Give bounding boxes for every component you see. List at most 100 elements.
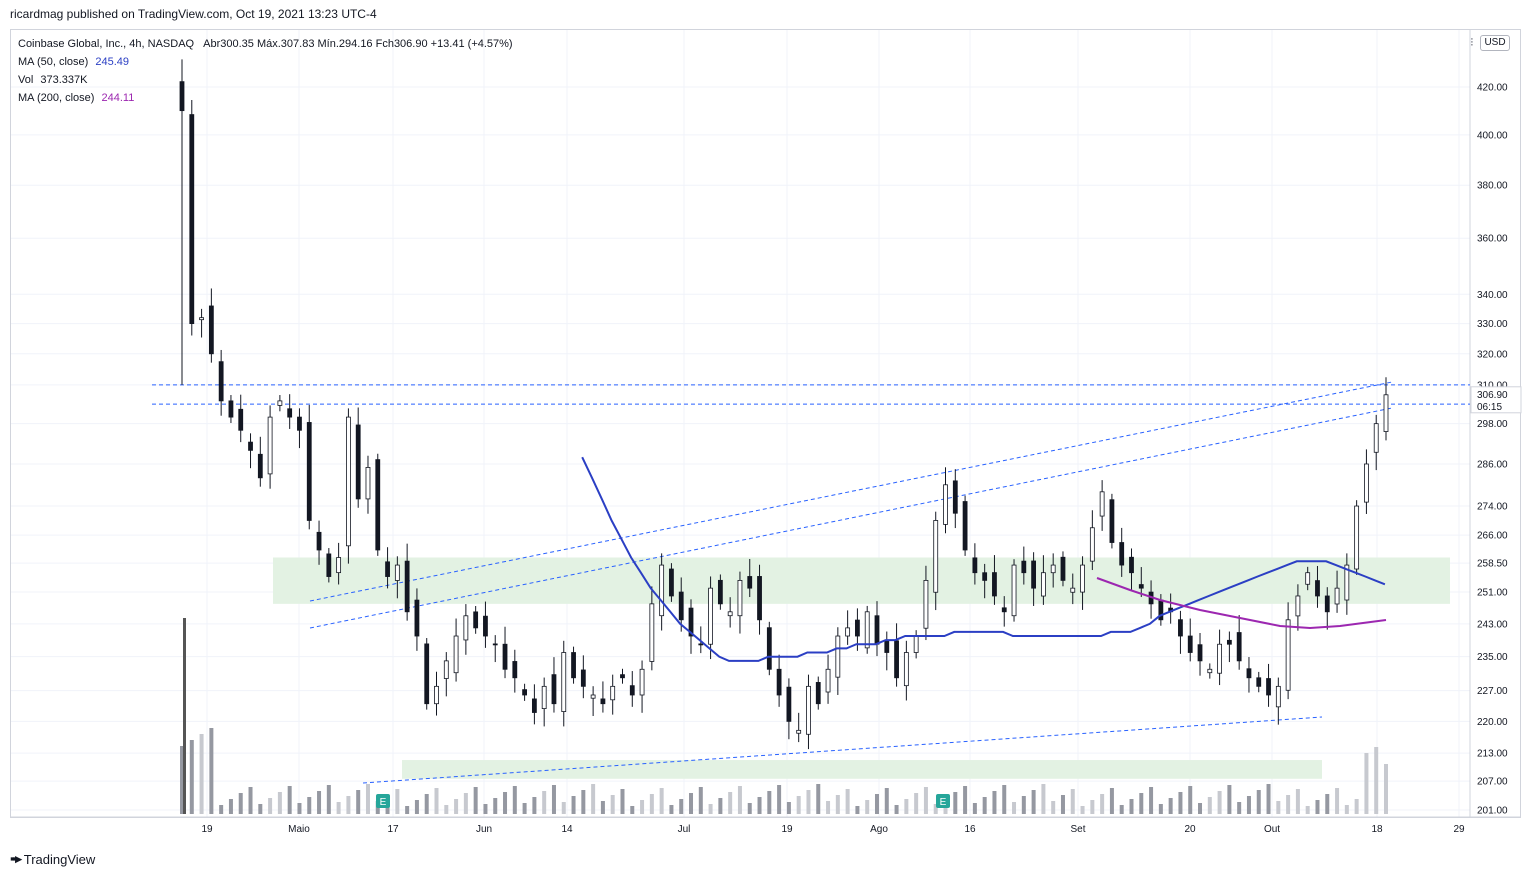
candle-body xyxy=(1099,491,1105,517)
volume-bar xyxy=(1256,790,1261,814)
candle-body xyxy=(453,635,459,674)
candle-body xyxy=(864,611,870,649)
legend-vol-row[interactable]: Vol 373.337K xyxy=(18,71,513,89)
volume-bar xyxy=(718,798,723,814)
candle-body xyxy=(492,643,498,646)
legend-vol-label: Vol xyxy=(18,74,34,86)
volume-bar xyxy=(1374,747,1379,814)
volume-bar xyxy=(620,789,625,814)
candle-body xyxy=(541,685,547,709)
volume-bar xyxy=(424,794,429,814)
candle-body xyxy=(1178,619,1183,637)
volume-bar xyxy=(728,792,733,814)
volume-bar xyxy=(816,784,821,814)
x-tick-label: 17 xyxy=(387,824,399,835)
last-price-label: 306.90 xyxy=(1477,390,1508,401)
candle-body xyxy=(708,587,713,645)
x-tick-label: 18 xyxy=(1371,824,1383,835)
volume-bar xyxy=(1217,791,1222,814)
candle-body xyxy=(962,501,968,551)
candle-body xyxy=(825,668,831,693)
candle-body xyxy=(982,572,988,581)
candle-body xyxy=(424,643,430,705)
candle-body xyxy=(874,615,880,645)
earnings-marker-label: E xyxy=(940,797,947,808)
volume-bar xyxy=(542,791,547,814)
legend-ma50-row[interactable]: MA (50, close) 245.49 xyxy=(18,53,513,71)
x-tick-label: 20 xyxy=(1184,824,1196,835)
last-price-box xyxy=(1470,386,1522,414)
volume-bar xyxy=(189,740,194,814)
tradingview-brand[interactable]: ▪▪▸ TradingView xyxy=(10,851,95,867)
x-tick-label: 19 xyxy=(201,824,213,835)
volume-bar xyxy=(1002,785,1007,814)
candle-body xyxy=(473,611,479,629)
candle-body xyxy=(835,635,841,678)
volume-bar xyxy=(571,796,576,814)
support-zone xyxy=(273,557,1450,604)
volume-bar xyxy=(1139,793,1144,814)
volume-bar xyxy=(767,791,772,814)
volume-bar xyxy=(796,796,801,814)
volume-bar xyxy=(1129,799,1134,814)
candle-body xyxy=(1373,423,1379,453)
volume-bar xyxy=(483,804,488,814)
candle-body xyxy=(766,627,772,670)
candle-body xyxy=(346,416,351,547)
candle-body xyxy=(747,576,753,589)
candle-body xyxy=(992,572,997,597)
x-tick-label: 14 xyxy=(561,824,573,835)
candle-body xyxy=(639,668,645,696)
volume-bar xyxy=(209,728,214,814)
volume-bar xyxy=(640,800,645,814)
candle-body xyxy=(375,459,381,551)
candle-body xyxy=(1031,560,1037,589)
volume-bar xyxy=(473,787,478,814)
candle-body xyxy=(267,416,273,475)
volume-bar xyxy=(669,805,674,814)
volume-bar xyxy=(1109,788,1114,814)
volume-bar xyxy=(1364,753,1369,814)
chart-legend: Coinbase Global, Inc., 4h, NASDAQ Abr300… xyxy=(18,35,513,107)
y-tick-label: 400.00 xyxy=(1477,130,1508,141)
candle-body xyxy=(1040,572,1046,597)
candle-body xyxy=(1138,584,1144,589)
gear-icon[interactable]: ⁝ xyxy=(1470,35,1474,49)
candle-body xyxy=(1060,556,1066,581)
volume-bar xyxy=(972,803,977,814)
legend-vol-value: 373.337K xyxy=(40,74,88,86)
volume-bar xyxy=(845,789,850,814)
volume-bar xyxy=(914,793,919,814)
candle-body xyxy=(238,408,244,431)
ma50-line xyxy=(581,456,1386,662)
x-tick-label: 29 xyxy=(1453,824,1465,835)
legend-symbol[interactable]: Coinbase Global, Inc., 4h, NASDAQ xyxy=(18,38,195,50)
candle-body xyxy=(678,591,684,621)
candle-body xyxy=(1050,564,1056,574)
legend-ma200-row[interactable]: MA (200, close) 244.11 xyxy=(18,89,513,107)
volume-bar xyxy=(180,746,184,814)
volume-bar xyxy=(1276,801,1281,814)
volume-bar xyxy=(679,799,684,814)
candle-body xyxy=(522,689,528,696)
volume-bar xyxy=(581,790,586,814)
volume-bar xyxy=(904,799,909,814)
y-tick-label: 286.00 xyxy=(1477,459,1508,470)
legend-ma50-label: MA (50, close) xyxy=(18,56,89,68)
volume-bar xyxy=(835,795,840,814)
candle-body xyxy=(1197,644,1203,662)
volume-bar xyxy=(1188,786,1193,814)
candle-body xyxy=(551,674,557,705)
volume-bar xyxy=(1335,788,1340,814)
volume-bar xyxy=(277,792,282,814)
candle-body xyxy=(443,660,449,679)
currency-button[interactable]: USD xyxy=(1480,35,1510,51)
candle-body xyxy=(1305,572,1311,585)
candle-body xyxy=(1226,639,1232,645)
candle-body xyxy=(571,652,576,679)
volume-bar xyxy=(630,806,635,814)
volume-bar xyxy=(356,790,361,814)
volume-bar xyxy=(532,797,537,814)
volume-bar xyxy=(1021,796,1026,814)
